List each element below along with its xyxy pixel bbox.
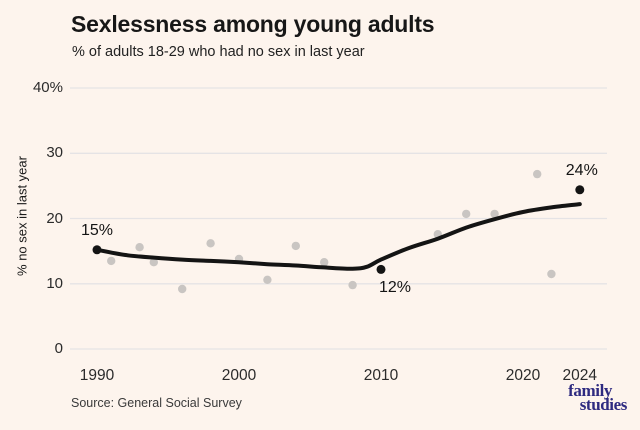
x-tick-label-2010: 2010	[363, 367, 399, 384]
scatter-point	[149, 258, 158, 267]
source-credit: Source: General Social Survey	[71, 396, 242, 410]
annotation-2010: 12%	[378, 279, 412, 297]
x-tick-label-1990: 1990	[79, 367, 115, 384]
y-tick-label-20: 20	[46, 209, 63, 227]
scatter-point	[107, 256, 116, 266]
logo-line-2: studies	[579, 394, 628, 414]
chart-subtitle: % of adults 18-29 who had no sex in last…	[72, 44, 365, 60]
scatter-point	[320, 258, 329, 267]
family-studies-logo: family studies	[568, 381, 628, 414]
scatter-point	[490, 209, 499, 219]
scatter-point	[206, 239, 215, 248]
scatter-point	[348, 280, 357, 290]
x-tick-label-2020: 2020	[505, 367, 541, 384]
y-tick-label-30: 30	[46, 144, 63, 162]
scatter-point	[533, 169, 542, 179]
highlight-point-2010	[376, 264, 386, 274]
page-title: Sexlessness among young adults	[71, 11, 435, 37]
scatter-point	[547, 269, 556, 279]
logo-line-1: family	[568, 381, 612, 400]
scatter-point	[178, 284, 187, 294]
scatter-point	[135, 243, 144, 252]
annotation-1990: 15%	[80, 221, 114, 239]
y-tick-label-40: 40%	[32, 79, 63, 97]
scatter-point	[263, 275, 272, 284]
y-tick-label-10: 10	[46, 274, 63, 292]
x-tick-label-2000: 2000	[221, 367, 257, 384]
annotation-2024: 24%	[565, 161, 598, 179]
scatter-point	[291, 241, 300, 251]
highlight-point-1990	[92, 245, 102, 255]
highlight-point-2024	[575, 185, 585, 195]
y-tick-label-0: 0	[54, 340, 63, 358]
x-tick-label-2024: 2024	[562, 367, 598, 384]
scatter-point	[462, 209, 471, 219]
trend-line	[95, 202, 582, 271]
